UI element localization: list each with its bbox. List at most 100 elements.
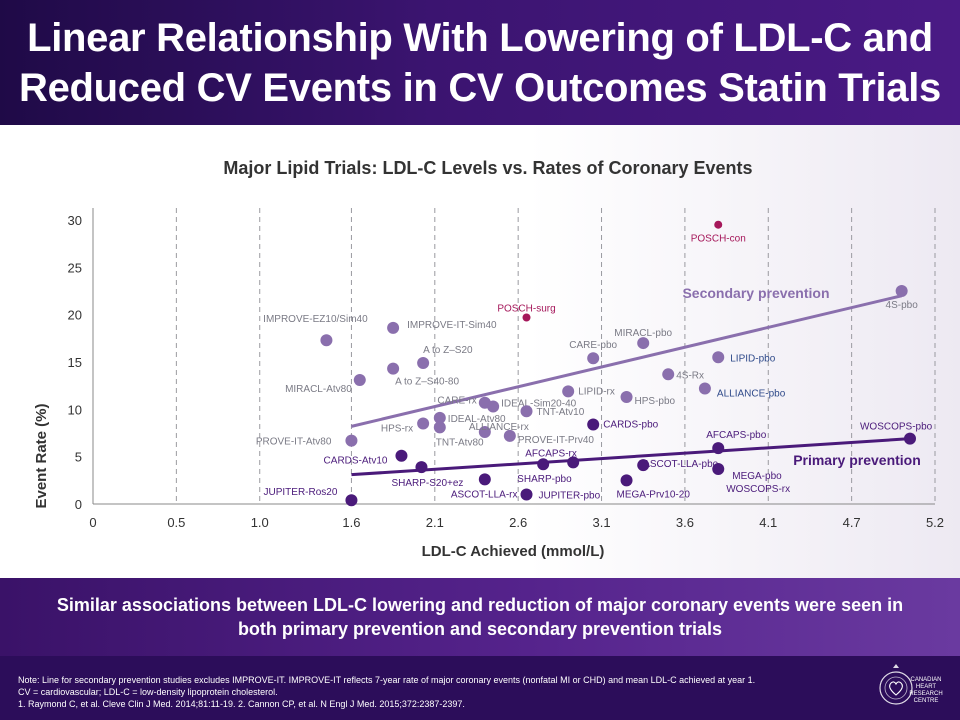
data-label: MIRACL-pbo xyxy=(614,328,672,339)
gridlines xyxy=(175,208,936,504)
x-tick-label: 2.6 xyxy=(509,515,527,530)
data-label: CARDS-Atv10 xyxy=(324,456,388,467)
page-title-line1: Linear Relationship With Lowering of LDL… xyxy=(27,15,933,60)
x-tick-label: 3.6 xyxy=(676,515,694,530)
data-points: POSCH-con POSCH-surg 4S-pbo IMPROVE-EZ10/Si… xyxy=(256,220,933,507)
svg-text:RESEARCH: RESEARCH xyxy=(909,691,942,697)
y-tick-label: 30 xyxy=(68,213,82,228)
data-label: A to Z–S40-80 xyxy=(395,377,459,388)
data-point xyxy=(620,391,633,404)
data-label: CARE-rx xyxy=(437,396,476,407)
title-header: Linear Relationship With Lowering of LDL… xyxy=(0,0,960,125)
svg-text:CANADIAN: CANADIAN xyxy=(910,677,941,683)
trendline-label: Primary prevention xyxy=(793,452,921,468)
data-point xyxy=(698,382,711,395)
data-label: AFCAPS-pbo xyxy=(706,430,766,441)
data-point xyxy=(415,461,428,474)
data-point xyxy=(620,474,633,487)
data-point xyxy=(520,405,533,418)
page-title: Linear Relationship With Lowering of LDL… xyxy=(19,13,941,113)
data-point xyxy=(662,368,675,381)
data-label: IDEAL-Sim20-40 xyxy=(501,398,576,409)
data-label: 4S-pbo xyxy=(886,300,919,311)
x-tick-label: 0 xyxy=(89,515,96,530)
data-label: PROVE-IT-Atv80 xyxy=(256,437,332,448)
data-point xyxy=(714,220,723,229)
data-point xyxy=(417,417,430,430)
data-label: ALLIANCE-rx xyxy=(469,422,529,433)
data-point xyxy=(478,426,491,439)
chart-area: Major Lipid Trials: LDL-C Levels vs. Rat… xyxy=(0,125,960,578)
data-label: A to Z–S20 xyxy=(423,345,473,356)
data-label: HPS-pbo xyxy=(635,396,676,407)
y-tick-label: 10 xyxy=(68,402,82,417)
data-point xyxy=(395,449,408,462)
data-label: LIPID-rx xyxy=(578,386,615,397)
data-label: MIRACL-Atv80 xyxy=(285,384,352,395)
data-label: 4S-Rx xyxy=(676,370,704,381)
x-tick-label: 1.0 xyxy=(251,515,269,530)
data-label: MEGA-Prv10-20 xyxy=(617,489,691,500)
data-point xyxy=(433,411,446,424)
trendline-label: Secondary prevention xyxy=(682,285,829,301)
data-label: ASCOT-LLA-rx xyxy=(451,489,518,500)
data-label: POSCH-surg xyxy=(497,304,555,315)
y-tick-label: 25 xyxy=(68,260,82,275)
footer: Note: Line for secondary prevention stud… xyxy=(0,656,960,720)
summary-line2: both primary prevention and secondary pr… xyxy=(237,619,723,639)
trendline xyxy=(351,437,911,477)
y-tick-label: 5 xyxy=(75,450,82,465)
footnote-line: CV = cardiovascular; LDL-C = low-density… xyxy=(18,687,278,697)
summary-text: Similar associations between LDL-C lower… xyxy=(57,593,903,641)
data-label: WOSCOPS-rx xyxy=(726,484,790,495)
data-point xyxy=(562,385,575,398)
data-label: JUPITER-pbo xyxy=(539,491,601,502)
svg-text:CENTRE: CENTRE xyxy=(914,698,939,704)
data-point xyxy=(537,458,550,471)
data-point xyxy=(478,473,491,486)
data-label: ASCOT-LLA-pbo xyxy=(643,459,718,470)
data-label: TNT-Atv10 xyxy=(537,407,585,418)
data-label: CARE-pbo xyxy=(569,340,617,351)
data-label: IMPROVE-EZ10/Sim40 xyxy=(263,314,368,325)
data-point xyxy=(712,462,725,475)
data-label: HPS-rx xyxy=(381,424,413,435)
chart-title: Major Lipid Trials: LDL-C Levels vs. Rat… xyxy=(223,158,752,178)
data-label: AFCAPS-rx xyxy=(525,448,577,459)
trendline xyxy=(351,294,902,428)
data-point xyxy=(487,400,500,413)
y-tick-label: 15 xyxy=(68,355,82,370)
data-point xyxy=(712,442,725,455)
data-point xyxy=(417,356,430,369)
data-label: TNT-Atv80 xyxy=(436,437,484,448)
data-label: SHARP-pbo xyxy=(517,474,572,485)
data-label: IDEAL-Atv80 xyxy=(448,414,506,425)
data-point xyxy=(387,321,400,334)
data-point xyxy=(503,429,516,442)
x-tick-label: 4.1 xyxy=(759,515,777,530)
data-label: IMPROVE-IT-Sim40 xyxy=(407,320,497,331)
chrc-logo: CANADIAN HEART RESEARCH CENTRE xyxy=(872,660,944,716)
data-label: SHARP-S20+ez xyxy=(391,478,463,489)
data-point xyxy=(353,373,366,386)
y-tick-label: 0 xyxy=(75,497,82,512)
data-point xyxy=(520,488,533,501)
data-label: PROVE-IT-Prv40 xyxy=(518,435,595,446)
x-tick-label: 5.2 xyxy=(926,515,944,530)
data-point xyxy=(320,334,333,347)
data-point xyxy=(587,418,600,431)
data-label: CARDS-pbo xyxy=(603,419,658,430)
data-point xyxy=(433,421,446,434)
data-point xyxy=(567,456,580,469)
data-point xyxy=(637,459,650,472)
data-label: WOSCOPS-pbo xyxy=(860,422,933,433)
summary-line1: Similar associations between LDL-C lower… xyxy=(56,595,904,615)
page-title-line2: Reduced CV Events in CV Outcomes Statin … xyxy=(18,65,941,110)
data-point xyxy=(587,352,600,365)
x-tick-label: 0.5 xyxy=(167,515,185,530)
data-point xyxy=(903,432,916,445)
data-point xyxy=(712,351,725,364)
summary-banner: Similar associations between LDL-C lower… xyxy=(0,578,960,656)
svg-text:HEART: HEART xyxy=(916,684,937,690)
scatter-chart: Major Lipid Trials: LDL-C Levels vs. Rat… xyxy=(33,158,944,560)
